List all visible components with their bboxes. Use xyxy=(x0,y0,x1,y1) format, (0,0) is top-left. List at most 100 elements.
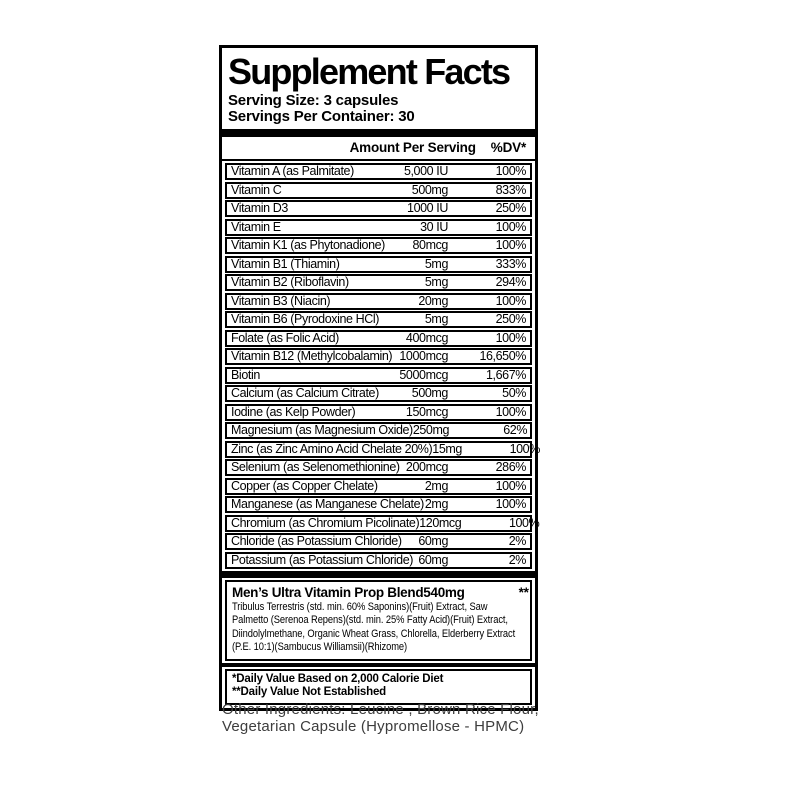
table-row: Vitamin A (as Palmitate) 5,000 IU 100% xyxy=(225,163,532,180)
ingredient-name: Vitamin K1 (as Phytonadione) xyxy=(231,238,385,252)
amount-value: 150mcg xyxy=(405,404,448,419)
amount-value: 2mg xyxy=(424,478,449,493)
table-row: Vitamin B12 (Methylcobalamin) 1000mcg 16… xyxy=(225,348,532,365)
table-row: Chloride (as Potassium Chloride) 60mg 2% xyxy=(225,533,532,550)
table-row: Vitamin B3 (Niacin) 20mg 100% xyxy=(225,292,532,310)
ingredient-name: Chloride (as Potassium Chloride) xyxy=(231,534,402,548)
ingredient-name: Vitamin B3 (Niacin) xyxy=(231,293,331,308)
table-row: Vitamin K1 (as Phytonadione) 80mcg 100% xyxy=(225,237,532,254)
ingredient-name: Vitamin D3 xyxy=(231,201,288,215)
amount-value: 500mg xyxy=(411,386,449,400)
ingredient-name: Magnesium (as Magnesium Oxide) xyxy=(231,423,413,437)
table-row: Zinc (as Zinc Amino Acid Chelate 20%) 15… xyxy=(225,440,540,458)
dv-value: 62% xyxy=(503,423,528,437)
ingredient-name: Vitamin E xyxy=(231,219,281,234)
table-row: Vitamin B1 (Thiamin) 5mg 333% xyxy=(225,255,532,273)
thick-divider-footnotes xyxy=(222,662,535,667)
supplement-facts-panel: Supplement Facts Serving Size: 3 capsule… xyxy=(219,45,540,711)
table-row: Chromium (as Chromium Picolinate) 120mcg… xyxy=(225,514,540,532)
other-ingredients: Other Ingredients: Leucine , Brown Rice … xyxy=(222,701,562,735)
dv-value: 1,667% xyxy=(486,367,526,382)
amount-value: 20mg xyxy=(418,293,448,308)
amount-value: 5mg xyxy=(424,256,449,271)
ingredient-name: Vitamin B1 (Thiamin) xyxy=(231,256,340,271)
ingredient-name: Vitamin C xyxy=(231,182,282,197)
table-row: Folate (as Folic Acid) 400mcg 100% xyxy=(225,329,532,347)
dv-value: 100% xyxy=(509,441,541,456)
supplement-facts-title: Supplement Facts xyxy=(228,51,511,92)
footnote-line: **Daily Value Not Established xyxy=(232,686,386,698)
dv-value: 250% xyxy=(495,312,527,326)
table-row: Vitamin C 500mg 833% xyxy=(225,181,532,199)
ingredient-name: Manganese (as Manganese Chelate) xyxy=(231,497,424,511)
footnotes-section: *Daily Value Based on 2,000 Calorie Diet… xyxy=(225,668,532,705)
table-row: Vitamin B6 (Pyrodoxine HCl) 5mg 250% xyxy=(225,311,532,328)
amount-value: 80mcg xyxy=(412,238,448,252)
table-row: Vitamin D3 1000 IU 250% xyxy=(225,200,532,217)
table-header: Amount Per Serving %DV* xyxy=(222,137,535,161)
servings-per-container: Servings Per Container: 30 xyxy=(228,108,415,125)
table-row: Biotin 5000mcg 1,667% xyxy=(225,366,532,384)
ingredient-name: Zinc (as Zinc Amino Acid Chelate 20%) xyxy=(231,441,433,456)
ingredient-name: Vitamin B6 (Pyrodoxine HCl) xyxy=(231,312,380,326)
amount-value: 60mg xyxy=(418,534,448,548)
amount-value: 250mg xyxy=(412,423,450,437)
ingredient-name: Iodine (as Kelp Powder) xyxy=(231,404,356,419)
dv-value: 100% xyxy=(495,293,527,308)
thick-divider-blend xyxy=(222,570,535,578)
ingredient-name: Copper (as Copper Chelate) xyxy=(231,478,378,493)
dv-value: 100% xyxy=(495,219,527,234)
amount-value: 500mg xyxy=(411,182,449,197)
table-row: Magnesium (as Magnesium Oxide) 250mg 62% xyxy=(225,422,532,439)
dv-value: 100% xyxy=(495,164,527,178)
dv-header: %DV* xyxy=(490,140,526,155)
table-row: Vitamin B2 (Riboflavin) 5mg 294% xyxy=(225,274,532,291)
table-row: Manganese (as Manganese Chelate) 2mg 100… xyxy=(225,496,532,513)
dv-value: 286% xyxy=(495,460,527,474)
amount-value: 60mg xyxy=(418,552,448,567)
amount-value: 1000 IU xyxy=(407,201,448,215)
serving-size: Serving Size: 3 capsules xyxy=(228,92,399,109)
dv-value: 250% xyxy=(495,201,527,215)
table-row: Potassium (as Potassium Chloride) 60mg 2… xyxy=(225,551,532,569)
blend-dv-asterisks: ** xyxy=(518,584,529,600)
blend-name: Men’s Ultra Vitamin Prop Blend xyxy=(232,584,424,600)
ingredient-name: Vitamin B2 (Riboflavin) xyxy=(231,275,349,289)
table-row: Vitamin E 30 IU 100% xyxy=(225,218,532,236)
amount-value: 5mg xyxy=(424,312,449,326)
amount-value: 1000mcg xyxy=(399,349,448,363)
dv-value: 100% xyxy=(508,515,540,530)
thick-divider-top xyxy=(222,129,535,137)
dv-value: 100% xyxy=(495,404,527,419)
amount-per-serving-header: Amount Per Serving xyxy=(349,140,476,155)
dv-value: 100% xyxy=(495,497,527,511)
ingredient-name: Selenium (as Selenomethionine) xyxy=(231,460,400,474)
dv-value: 833% xyxy=(495,182,527,197)
ingredient-name: Folate (as Folic Acid) xyxy=(231,330,339,345)
dv-value: 50% xyxy=(502,386,526,400)
other-ingredients-line: Vegetarian Capsule (Hypromellose - HPMC) xyxy=(222,717,525,735)
amount-value: 5mg xyxy=(424,275,449,289)
ingredient-name: Vitamin B12 (Methylcobalamin) xyxy=(231,349,393,363)
dv-value: 100% xyxy=(495,330,527,345)
blend-amount: 540mg xyxy=(423,584,465,600)
blend-description: Tribulus Terrestris (std. min. 60% Sapon… xyxy=(232,600,516,654)
table-row: Calcium (as Calcium Citrate) 500mg 50% xyxy=(225,385,532,402)
table-row: Copper (as Copper Chelate) 2mg 100% xyxy=(225,477,532,495)
blend-header: Men’s Ultra Vitamin Prop Blend 540mg ** xyxy=(232,584,529,601)
dv-value: 16,650% xyxy=(479,349,526,363)
ingredient-table: Vitamin A (as Palmitate) 5,000 IU 100% V… xyxy=(225,163,540,569)
ingredient-name: Biotin xyxy=(231,367,260,382)
amount-value: 15mg xyxy=(432,441,462,456)
amount-value: 30 IU xyxy=(420,219,448,234)
amount-value: 5,000 IU xyxy=(403,164,448,178)
footnote-line: *Daily Value Based on 2,000 Calorie Diet xyxy=(232,672,444,685)
other-ingredients-line: Other Ingredients: Leucine , Brown Rice … xyxy=(222,701,539,718)
ingredient-name: Calcium (as Calcium Citrate) xyxy=(231,386,379,400)
amount-value: 200mcg xyxy=(405,460,448,474)
amount-value: 120mcg xyxy=(419,515,462,530)
amount-value: 2mg xyxy=(424,497,449,511)
ingredient-name: Potassium (as Potassium Chloride) xyxy=(231,552,414,567)
amount-value: 400mcg xyxy=(405,330,448,345)
dv-value: 100% xyxy=(495,238,527,252)
